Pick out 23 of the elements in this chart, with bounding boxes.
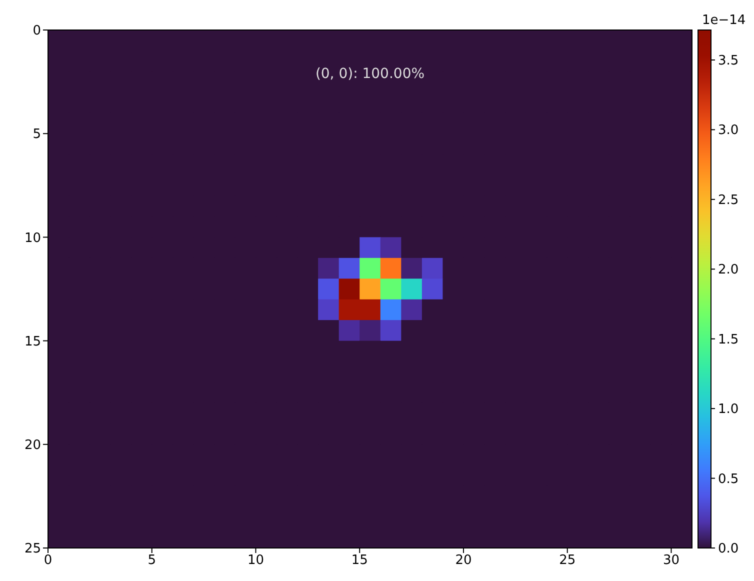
x-tick-label: 30: [662, 553, 680, 568]
x-tick-label: 0: [44, 553, 52, 568]
y-tick-label: 25: [24, 542, 41, 557]
color-bar-label: 1.0: [718, 402, 739, 418]
y-tick-label: 20: [24, 438, 41, 454]
color-bar-label: 0.5: [718, 472, 739, 487]
color-bar-label: 2.0: [718, 262, 739, 278]
x-tick-label: 15: [351, 553, 368, 568]
color-bar-label: 3.5: [718, 53, 739, 68]
x-tick-label: 10: [247, 553, 264, 568]
x-tick-label: 20: [455, 553, 472, 568]
color-bar-label: 0.0: [718, 542, 739, 556]
color-bar-label: 2.5: [718, 192, 739, 208]
y-tick-label: 10: [24, 230, 41, 246]
color-bar-title: 1e−14: [702, 13, 746, 28]
color-bar-label: 3.0: [718, 123, 739, 138]
y-tick-label: 0: [32, 24, 41, 39]
y-tick-label: 15: [24, 334, 41, 350]
color-bar-label: 1.5: [718, 332, 739, 348]
annotation: (0, 0): 100.00%: [315, 66, 425, 82]
x-tick-label: 5: [148, 553, 156, 568]
x-tick-label: 25: [559, 553, 576, 568]
y-tick-label: 5: [32, 127, 41, 142]
